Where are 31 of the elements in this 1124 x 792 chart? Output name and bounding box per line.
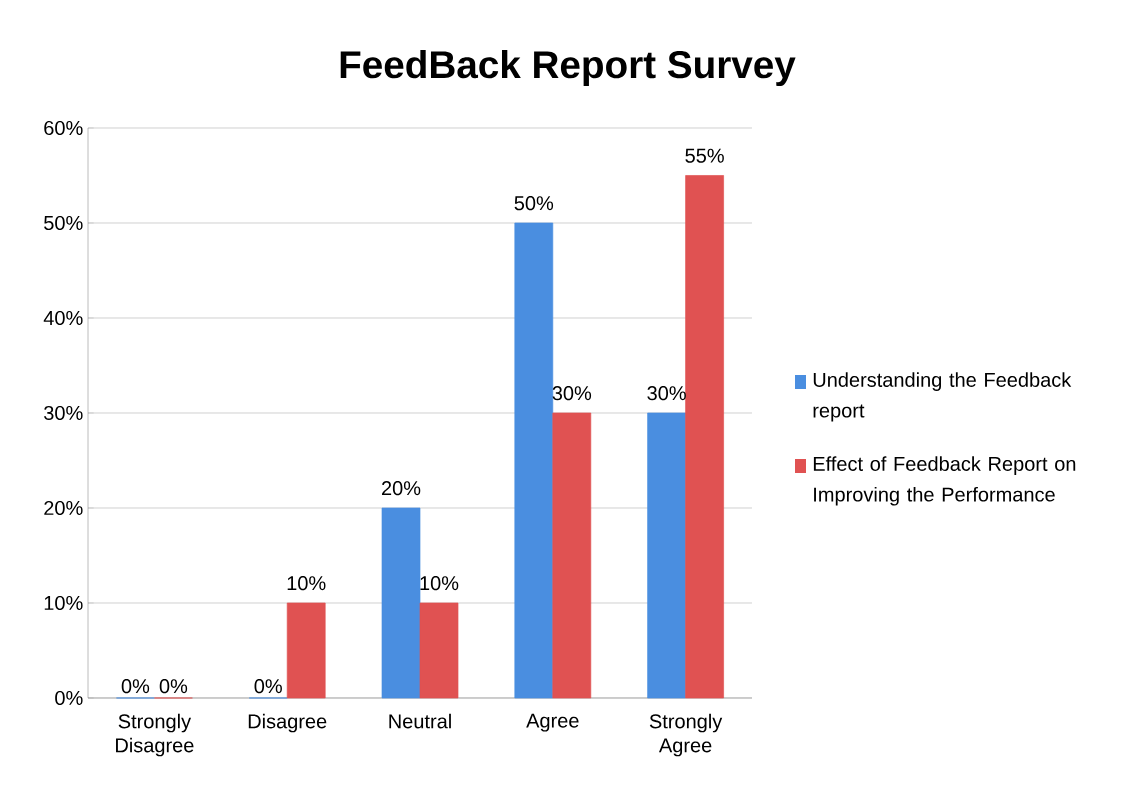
data-label: 0% — [121, 679, 150, 694]
y-tick-label: 40% — [43, 310, 83, 326]
data-label: 30% — [647, 386, 686, 401]
legend-label: Understanding the Feedback report — [813, 372, 1072, 422]
bar — [685, 175, 724, 699]
y-tick-label: 10% — [44, 595, 83, 611]
y-tick-label: 30% — [44, 405, 83, 421]
bar — [647, 412, 686, 699]
data-label: 0% — [159, 679, 188, 694]
x-tick-label: Neutral — [389, 713, 451, 729]
x-tick-label: Strongly Disagree — [116, 713, 194, 757]
bar — [552, 412, 592, 699]
legend-label: Effect of Feedback Report on Improving the Performance — [813, 456, 1076, 506]
bar — [419, 602, 459, 699]
x-tick-label: Disagree — [248, 713, 327, 733]
bar — [286, 602, 326, 699]
chart-title: FeedBack Report Survey — [340, 49, 796, 87]
bar — [381, 507, 421, 699]
y-tick-label: 60% — [44, 120, 83, 136]
x-tick-label: Agree — [526, 713, 579, 732]
x-tick-label: Strongly Agree — [649, 713, 723, 757]
data-label: 50% — [514, 196, 554, 211]
data-label: 10% — [287, 576, 326, 591]
y-tick-label: 20% — [44, 500, 83, 516]
bar — [514, 222, 554, 699]
data-label: 0% — [254, 679, 282, 694]
y-tick-label: 50% — [44, 215, 83, 231]
data-label: 20% — [381, 481, 421, 496]
y-tick-label: 0% — [55, 690, 83, 706]
data-label: 10% — [420, 576, 459, 591]
data-label: 55% — [685, 148, 724, 163]
